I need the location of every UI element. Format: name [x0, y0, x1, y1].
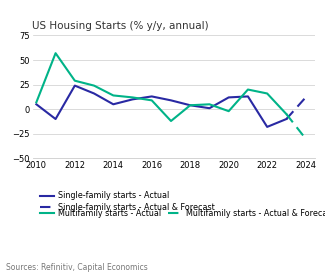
Text: Sources: Refinitiv, Capital Economics: Sources: Refinitiv, Capital Economics: [6, 263, 148, 272]
Text: US Housing Starts (% y/y, annual): US Housing Starts (% y/y, annual): [32, 20, 209, 31]
Legend: Multifamily starts - Actual, Multifamily starts - Actual & Forecast: Multifamily starts - Actual, Multifamily…: [36, 205, 325, 221]
